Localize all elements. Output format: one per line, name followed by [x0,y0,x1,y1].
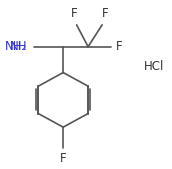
Text: F: F [116,40,123,53]
Text: HCl: HCl [144,60,165,73]
Text: F: F [102,7,109,20]
Text: NH₂: NH₂ [5,40,27,53]
Text: F: F [60,152,67,165]
Text: NH: NH [10,40,27,53]
Text: F: F [71,7,77,20]
